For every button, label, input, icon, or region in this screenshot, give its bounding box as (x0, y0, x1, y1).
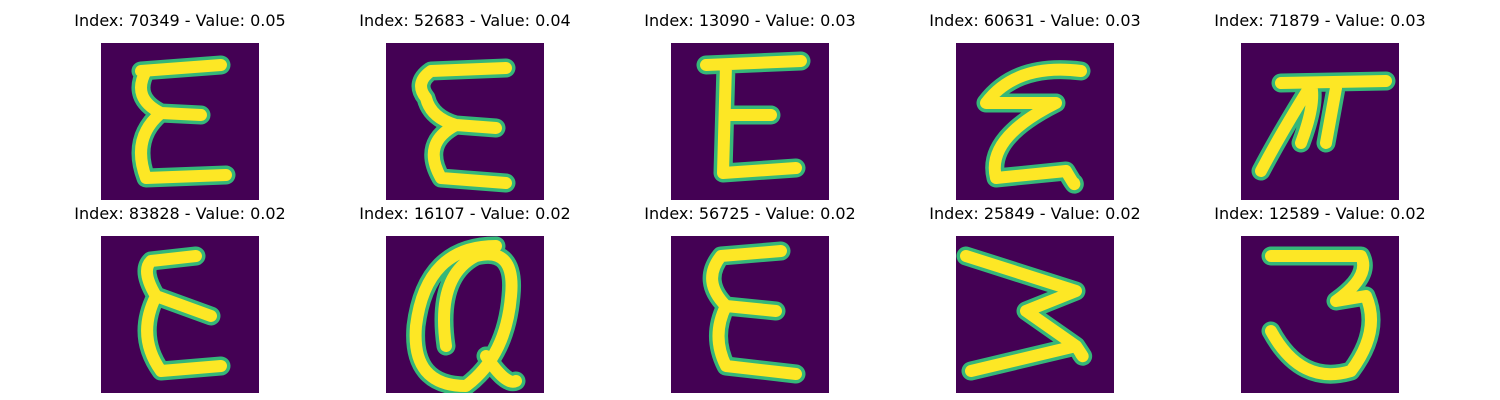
glyph-core-stroke (1255, 75, 1392, 177)
glyph-core-stroke (409, 240, 522, 392)
glyph-core-stroke (1265, 250, 1377, 381)
image-panel: Index: 52683 - Value: 0.04 (335, 8, 595, 200)
handwritten-three-rotated-icon (956, 236, 1114, 393)
panel-title: Index: 52683 - Value: 0.04 (359, 11, 571, 30)
image-panel: Index: 60631 - Value: 0.03 (905, 8, 1165, 200)
image-panel: Index: 25849 - Value: 0.02 (905, 201, 1165, 393)
glyph-image (131, 55, 236, 188)
panel-title: Index: 25849 - Value: 0.02 (929, 204, 1141, 223)
panel-title: Index: 12589 - Value: 0.02 (1214, 204, 1426, 223)
panel-title: Index: 60631 - Value: 0.03 (929, 11, 1141, 30)
panel-title: Index: 16107 - Value: 0.02 (359, 204, 571, 223)
panel-title: Index: 83828 - Value: 0.02 (74, 204, 286, 223)
handwritten-epsilon-icon (386, 43, 544, 200)
glyph-core-stroke (415, 62, 512, 189)
glyph-image (696, 51, 811, 183)
panel-title: Index: 13090 - Value: 0.03 (644, 11, 856, 30)
handwritten-epsilon-icon (671, 43, 829, 200)
panel-title: Index: 56725 - Value: 0.02 (644, 204, 856, 223)
glyph-image (1261, 246, 1381, 384)
glyph-core-stroke (700, 55, 807, 179)
handwritten-epsilon-icon (956, 43, 1114, 200)
image-panel: Index: 13090 - Value: 0.03 (620, 8, 880, 200)
glyph-image (956, 246, 1093, 381)
image-panel: Index: 12589 - Value: 0.02 (1190, 201, 1450, 393)
handwritten-epsilon-icon (101, 43, 259, 200)
handwritten-a-icon (386, 236, 544, 393)
handwritten-epsilon-icon (101, 236, 259, 393)
glyph-core-stroke (135, 59, 232, 184)
glyph-core-stroke (706, 245, 802, 380)
handwritten-pi-icon (1241, 43, 1399, 200)
glyph-image (1251, 71, 1396, 181)
image-panel: Index: 16107 - Value: 0.02 (335, 201, 595, 393)
image-panel: Index: 70349 - Value: 0.05 (50, 8, 310, 200)
glyph-image (411, 58, 516, 193)
glyph-image (976, 60, 1091, 194)
glyph-core-stroke (980, 63, 1087, 191)
glyph-image (137, 246, 231, 381)
glyph-image (406, 236, 526, 393)
glyph-core-stroke (960, 250, 1089, 377)
image-panel: Index: 83828 - Value: 0.02 (50, 201, 310, 393)
image-panel: Index: 71879 - Value: 0.03 (1190, 8, 1450, 200)
handwritten-epsilon-icon (671, 236, 829, 393)
panel-title: Index: 71879 - Value: 0.03 (1214, 11, 1426, 30)
panel-title: Index: 70349 - Value: 0.05 (74, 11, 286, 30)
handwritten-three-icon (1241, 236, 1399, 393)
image-panel: Index: 56725 - Value: 0.02 (620, 201, 880, 393)
glyph-image (702, 241, 806, 384)
glyph-core-stroke (141, 250, 227, 377)
